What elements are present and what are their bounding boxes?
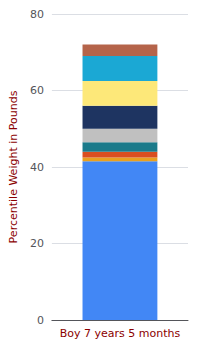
- svg-text:0: 0: [37, 314, 44, 327]
- svg-text:Boy 7 years 5 months: Boy 7 years 5 months: [60, 327, 181, 340]
- svg-text:40: 40: [30, 161, 44, 174]
- svg-text:60: 60: [30, 84, 44, 97]
- svg-text:Percentile Weight in Pounds: Percentile Weight in Pounds: [7, 90, 20, 243]
- svg-text:20: 20: [30, 237, 44, 250]
- svg-text:80: 80: [30, 8, 44, 21]
